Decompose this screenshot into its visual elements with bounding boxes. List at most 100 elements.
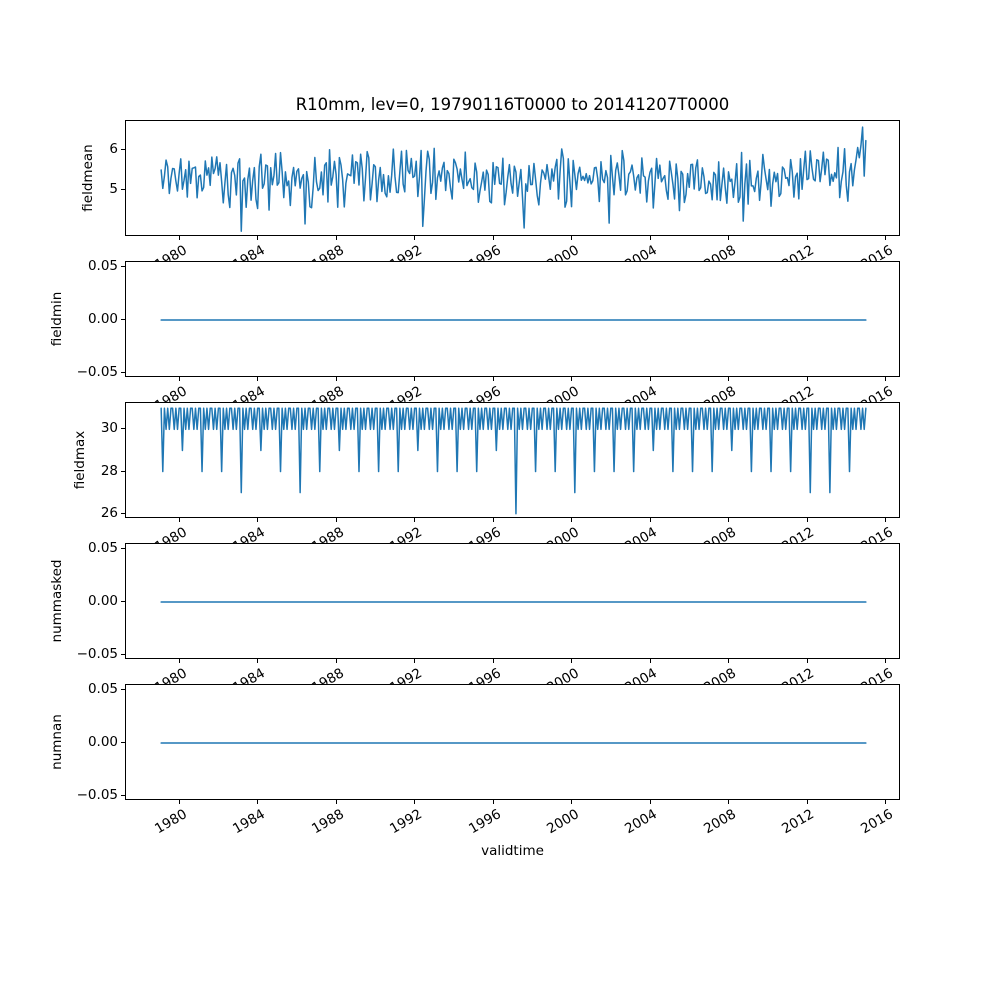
x-tick-mark bbox=[257, 518, 259, 522]
x-tick-mark bbox=[885, 800, 887, 804]
y-tick-label: −0.05 bbox=[76, 645, 118, 662]
x-tick-label: 1988 bbox=[308, 806, 347, 838]
line-numnan bbox=[160, 742, 867, 744]
x-tick-mark bbox=[178, 518, 180, 522]
x-tick-mark bbox=[649, 518, 651, 522]
y-tick-label: 0.00 bbox=[87, 734, 118, 750]
y-tick-mark bbox=[121, 548, 125, 550]
y-tick-mark bbox=[121, 148, 125, 150]
axes-fieldmax bbox=[121, 402, 900, 522]
y-axis-label-fieldmin: fieldmin bbox=[49, 291, 65, 347]
x-tick-mark bbox=[414, 236, 416, 240]
axes-fieldmean bbox=[121, 120, 900, 240]
y-tick-label: 0.00 bbox=[87, 311, 118, 327]
y-tick-mark bbox=[121, 689, 125, 691]
y-tick-mark bbox=[121, 512, 125, 514]
x-tick-mark bbox=[649, 800, 651, 804]
x-tick-mark bbox=[806, 800, 808, 804]
x-tick-label: 2000 bbox=[544, 806, 582, 838]
series-fieldmean bbox=[160, 126, 867, 233]
figure-title: R10mm, lev=0, 19790116T0000 to 20141207T… bbox=[295, 95, 730, 114]
axes-numnan bbox=[121, 684, 900, 804]
x-tick-mark bbox=[649, 377, 651, 381]
x-tick-mark bbox=[728, 800, 730, 804]
x-tick-mark bbox=[649, 659, 651, 663]
x-tick-label: 2012 bbox=[779, 806, 818, 838]
x-tick-mark bbox=[178, 659, 180, 663]
x-tick-mark bbox=[492, 800, 494, 804]
line-fieldmin bbox=[160, 319, 867, 321]
y-tick-label: 0.05 bbox=[87, 258, 118, 275]
x-tick-mark bbox=[885, 659, 887, 663]
y-tick-mark bbox=[121, 794, 125, 796]
y-tick-mark bbox=[121, 319, 125, 320]
x-tick-label: 1992 bbox=[387, 806, 425, 838]
y-tick-mark bbox=[121, 266, 125, 268]
line-nummasked bbox=[160, 601, 867, 603]
y-tick-label: −0.05 bbox=[76, 786, 118, 803]
x-tick-mark bbox=[335, 236, 337, 240]
y-tick-mark bbox=[121, 189, 125, 191]
y-tick-label: −0.05 bbox=[76, 363, 118, 380]
x-tick-mark bbox=[414, 800, 416, 804]
x-axis-label: validtime bbox=[481, 843, 544, 859]
y-tick-label: 0.05 bbox=[87, 681, 118, 698]
x-tick-mark bbox=[885, 518, 887, 522]
y-axis-label-fieldmax: fieldmax bbox=[72, 430, 88, 490]
x-tick-mark bbox=[414, 518, 416, 522]
x-tick-label: 2008 bbox=[701, 806, 739, 838]
y-tick-mark bbox=[121, 470, 125, 472]
x-tick-mark bbox=[335, 659, 337, 663]
x-tick-mark bbox=[257, 800, 259, 804]
line-fieldmean bbox=[160, 126, 867, 233]
y-axis-label-numnan: numnan bbox=[49, 714, 65, 770]
x-tick-mark bbox=[178, 800, 180, 804]
y-tick-label: 6 bbox=[109, 140, 118, 157]
x-tick-mark bbox=[728, 236, 730, 240]
x-tick-mark bbox=[414, 377, 416, 381]
x-tick-mark bbox=[335, 377, 337, 381]
x-tick-mark bbox=[728, 659, 730, 663]
x-tick-mark bbox=[178, 236, 180, 240]
x-tick-mark bbox=[885, 236, 887, 240]
y-tick-label: 30 bbox=[100, 420, 118, 437]
y-tick-label: 5 bbox=[109, 181, 118, 198]
x-tick-mark bbox=[335, 518, 337, 522]
x-tick-mark bbox=[885, 377, 887, 381]
x-tick-mark bbox=[806, 518, 808, 522]
x-tick-mark bbox=[728, 377, 730, 381]
x-tick-mark bbox=[571, 377, 573, 381]
y-tick-label: 26 bbox=[100, 504, 118, 521]
x-tick-mark bbox=[806, 377, 808, 381]
x-tick-mark bbox=[492, 236, 494, 240]
x-tick-label: 1980 bbox=[151, 806, 190, 838]
x-tick-mark bbox=[492, 659, 494, 663]
x-tick-mark bbox=[571, 518, 573, 522]
line-fieldmax bbox=[160, 407, 867, 515]
x-tick-mark bbox=[806, 236, 808, 240]
x-tick-label: 1984 bbox=[230, 806, 268, 838]
x-tick-mark bbox=[649, 236, 651, 240]
x-tick-mark bbox=[257, 236, 259, 240]
y-tick-mark bbox=[121, 601, 125, 602]
x-tick-mark bbox=[335, 800, 337, 804]
x-tick-mark bbox=[571, 236, 573, 240]
y-axis-label-nummasked: nummasked bbox=[49, 559, 65, 643]
axes-nummasked bbox=[121, 543, 900, 663]
y-tick-mark bbox=[121, 371, 125, 373]
x-tick-label: 1996 bbox=[465, 806, 504, 838]
x-tick-mark bbox=[492, 518, 494, 522]
x-tick-label: 2004 bbox=[622, 806, 661, 838]
x-tick-mark bbox=[492, 377, 494, 381]
x-tick-mark bbox=[414, 659, 416, 663]
x-tick-mark bbox=[257, 659, 259, 663]
x-tick-mark bbox=[571, 800, 573, 804]
y-tick-label: 0.05 bbox=[87, 540, 118, 557]
y-tick-mark bbox=[121, 742, 125, 743]
y-tick-label: 28 bbox=[100, 462, 118, 479]
axes-fieldmin bbox=[121, 261, 900, 381]
x-tick-label: 2016 bbox=[858, 806, 896, 838]
y-tick-mark bbox=[121, 428, 125, 430]
x-tick-mark bbox=[571, 659, 573, 663]
